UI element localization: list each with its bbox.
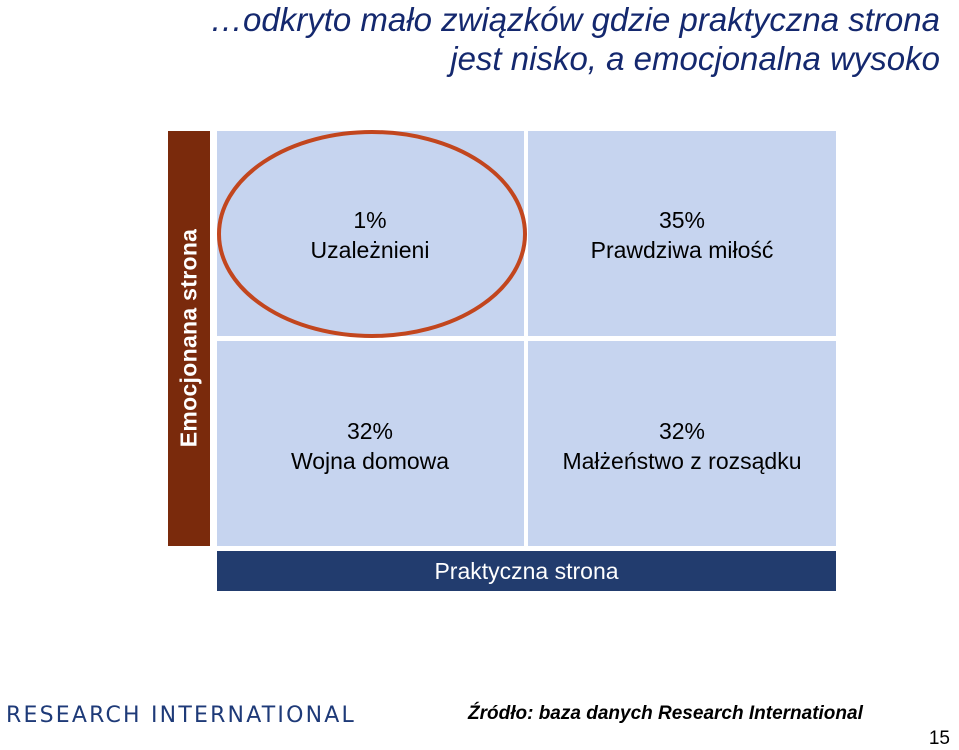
quadrant-bottom-left: [217, 341, 524, 546]
quadrant-bottom-left-text: 32% Wojna domowa: [220, 416, 520, 476]
quadrant-bottom-right: [528, 341, 836, 546]
quadrant-top-left-label: Uzależnieni: [310, 237, 430, 263]
quadrant-top-left: [217, 131, 524, 336]
slide-title: …odkryto mało związków gdzie praktyczna …: [20, 0, 940, 78]
quadrant-top-right-text: 35% Prawdziwa miłość: [532, 205, 832, 265]
quadrant-bottom-left-percent: 32%: [346, 418, 394, 444]
slide-title-line-1: …odkryto mało związków gdzie praktyczna …: [210, 1, 940, 38]
research-international-logo: RESEARCH INTERNATIONAL: [6, 703, 356, 728]
quadrant-top-right: [528, 131, 836, 336]
slide-title-line-2: jest nisko, a emocjonalna wysoko: [450, 40, 940, 77]
emotional-axis-bar: Emocjonana strona: [168, 131, 210, 546]
quadrant-top-left-percent: 1%: [353, 207, 387, 233]
quadrant-bottom-right-label: Małżeństwo z rozsądku: [562, 448, 802, 474]
quadrant-bottom-right-percent: 32%: [658, 418, 706, 444]
page-number: 15: [928, 728, 950, 749]
practical-axis-bar: Praktyczna strona: [217, 551, 836, 591]
emotional-axis-label: Emocjonana strona: [175, 228, 202, 448]
quadrant-bottom-right-text: 32% Małżeństwo z rozsądku: [532, 416, 832, 476]
highlight-ellipse: [217, 130, 527, 338]
quadrant-top-left-text: 1% Uzależnieni: [220, 205, 520, 265]
quadrant-top-right-percent: 35%: [658, 207, 706, 233]
practical-axis-label: Praktyczna strona: [434, 558, 619, 584]
quadrant-bottom-left-label: Wojna domowa: [290, 448, 450, 474]
quadrant-top-right-label: Prawdziwa miłość: [590, 237, 774, 263]
source-note: Źródło: baza danych Research Internation…: [468, 703, 863, 724]
